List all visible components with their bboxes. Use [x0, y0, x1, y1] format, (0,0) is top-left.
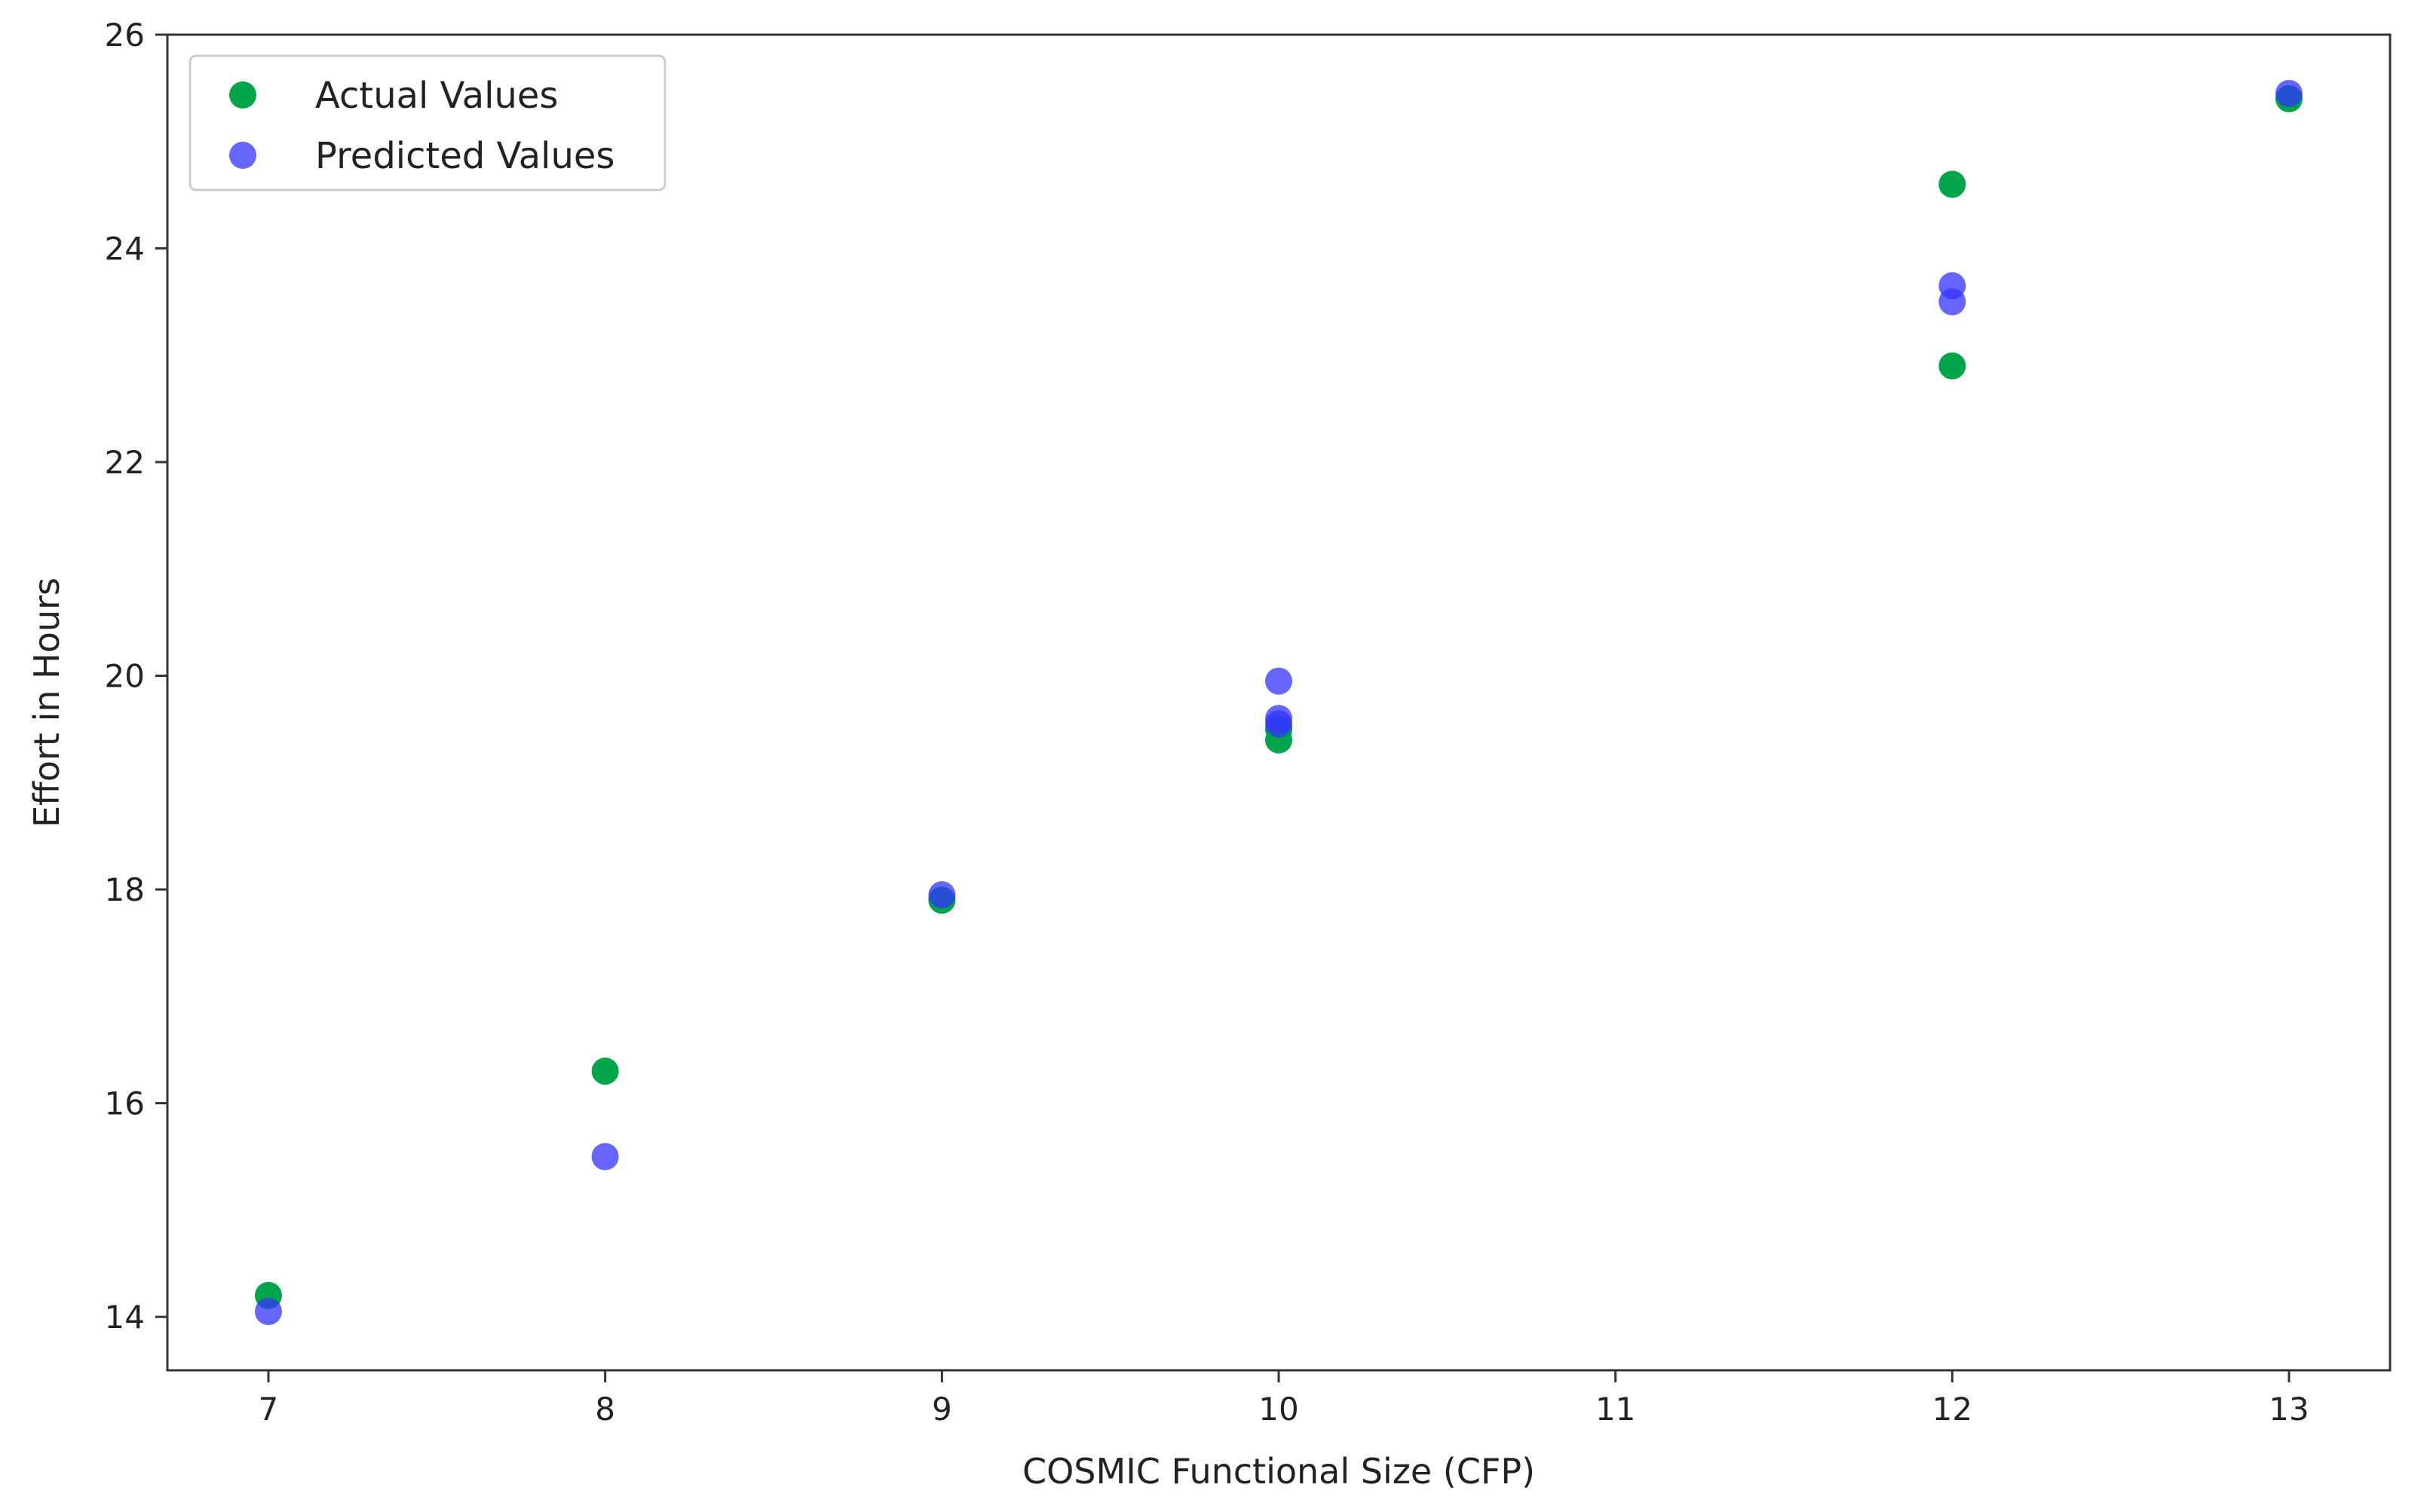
predicted-point: [591, 1143, 619, 1171]
y-tick-label: 18: [105, 871, 145, 908]
y-tick-label: 14: [105, 1299, 145, 1336]
x-tick-label: 13: [2269, 1391, 2309, 1428]
x-tick-label: 11: [1595, 1391, 1635, 1428]
predicted-point: [255, 1298, 282, 1326]
predicted-point: [1265, 710, 1292, 738]
x-axis-label: COSMIC Functional Size (CFP): [1022, 1451, 1535, 1492]
actual-point: [591, 1057, 619, 1085]
legend-label: Predicted Values: [315, 135, 614, 177]
axes: 7 8 9 10 11 12 13 14 16 18 20 22 24 26 COSMIC Function…: [26, 17, 2392, 1492]
x-tick-label: 9: [932, 1391, 952, 1428]
x-tick-label: 12: [1932, 1391, 1972, 1428]
actual-point: [1938, 170, 1966, 198]
predicted-point: [928, 881, 956, 909]
y-tick-label: 16: [105, 1085, 145, 1122]
legend-marker: [229, 81, 256, 109]
x-tick-label: 8: [595, 1391, 615, 1428]
plot-area: [167, 35, 2390, 1370]
y-tick-label: 22: [105, 444, 145, 481]
data-points: [255, 79, 2303, 1326]
x-tick-label: 7: [259, 1391, 279, 1428]
actual-point: [1938, 352, 1966, 380]
y-tick-label: 24: [105, 231, 145, 268]
y-tick-label: 26: [105, 17, 145, 54]
legend-box: [188, 54, 666, 191]
y-tick-label: 20: [105, 658, 145, 695]
y-axis-label: Effort in Hours: [26, 577, 67, 828]
predicted-point: [1938, 288, 1966, 316]
predicted-point: [2275, 79, 2303, 107]
legend: Actual Values Predicted Values: [188, 54, 666, 191]
legend-label: Actual Values: [315, 75, 558, 117]
x-tick-label: 10: [1258, 1391, 1298, 1428]
predicted-point: [1265, 667, 1292, 695]
plot-background: [167, 35, 2390, 1370]
legend-marker: [229, 142, 256, 169]
